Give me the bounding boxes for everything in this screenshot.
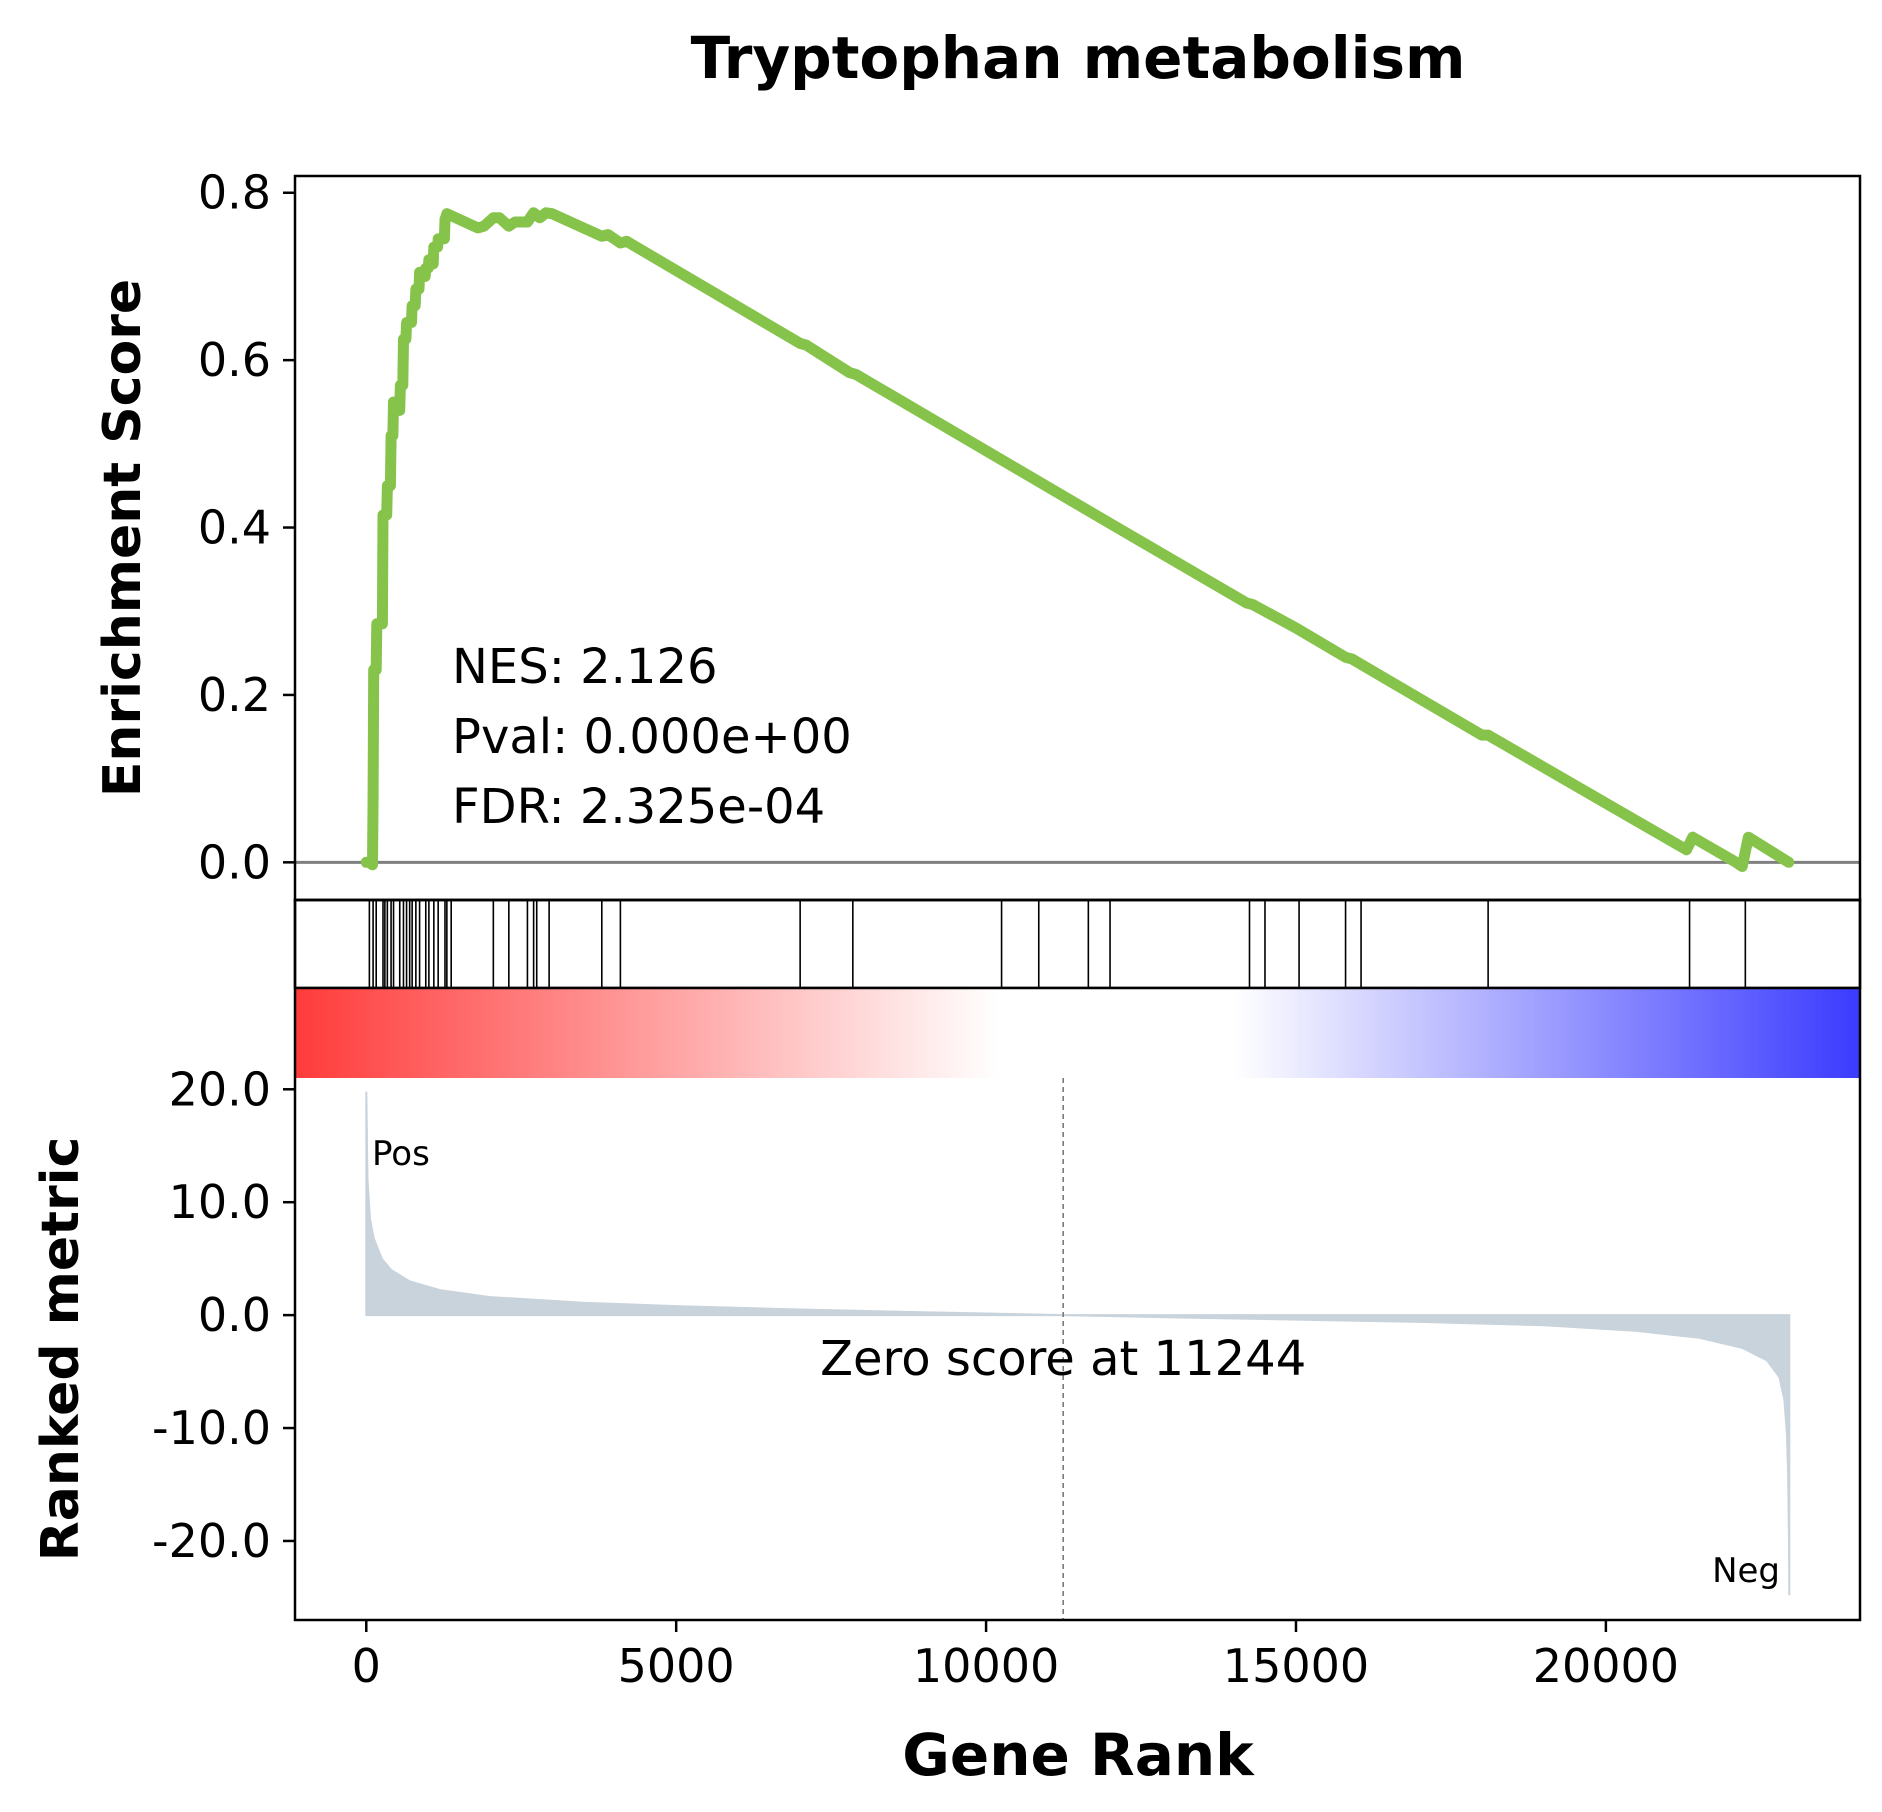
pval-stat: Pval: 0.000e+00 bbox=[452, 709, 852, 765]
gene-set-hits bbox=[368, 900, 1747, 988]
fdr-stat: FDR: 2.325e-04 bbox=[452, 779, 825, 835]
es-y-tick-label: 0.4 bbox=[198, 501, 271, 555]
rm-y-axis: 20.0 10.0 0.0 -10.0 -20.0 bbox=[152, 1062, 295, 1568]
lower-panels-frame bbox=[293, 898, 1862, 1622]
rm-y-tick-label: -20.0 bbox=[152, 1514, 271, 1568]
zero-score-label: Zero score at 11244 bbox=[820, 1331, 1306, 1387]
ranked-metric-panel: Zero score at 11244 Pos Neg 20.0 10.0 0.0 -… bbox=[31, 1062, 1791, 1620]
es-y-tick-label: 0.2 bbox=[198, 668, 271, 722]
rm-y-tick-label: 10.0 bbox=[169, 1175, 271, 1229]
chart-title: Tryptophan metabolism bbox=[691, 24, 1466, 92]
x-tick-label: 15000 bbox=[1223, 1639, 1369, 1693]
x-tick-label: 0 bbox=[352, 1639, 381, 1693]
neg-label: Neg bbox=[1712, 1551, 1780, 1591]
es-y-axis: 0.0 0.2 0.4 0.6 0.8 bbox=[198, 166, 295, 889]
hits-panel bbox=[293, 898, 1862, 990]
x-tick-label: 10000 bbox=[913, 1639, 1059, 1693]
x-axis-label: Gene Rank bbox=[902, 1721, 1255, 1789]
enrichment-panel: 0.0 0.2 0.4 0.6 0.8 Enrichment Score NES: 2.… bbox=[93, 166, 1862, 902]
es-y-tick-label: 0.8 bbox=[198, 166, 271, 220]
ranked-metric-area bbox=[365, 1091, 1791, 1596]
es-y-tick-label: 0.0 bbox=[198, 835, 271, 889]
x-tick-label: 5000 bbox=[618, 1639, 735, 1693]
rm-y-tick-label: -10.0 bbox=[152, 1401, 271, 1455]
rm-y-tick-label: 0.0 bbox=[198, 1288, 271, 1342]
es-y-tick-label: 0.6 bbox=[198, 333, 271, 387]
nes-stat: NES: 2.126 bbox=[452, 639, 718, 695]
rm-y-tick-label: 20.0 bbox=[169, 1062, 271, 1116]
x-tick-label: 20000 bbox=[1533, 1639, 1679, 1693]
enrichment-score-line bbox=[360, 207, 1795, 872]
rm-y-axis-label: Ranked metric bbox=[31, 1137, 91, 1562]
rank-gradient-bar bbox=[295, 988, 1860, 1078]
hits-panel-frame bbox=[293, 898, 1862, 990]
x-axis: 0 5000 10000 15000 20000 bbox=[352, 1620, 1679, 1693]
es-y-axis-label: Enrichment Score bbox=[93, 279, 153, 797]
pos-label: Pos bbox=[372, 1134, 430, 1174]
